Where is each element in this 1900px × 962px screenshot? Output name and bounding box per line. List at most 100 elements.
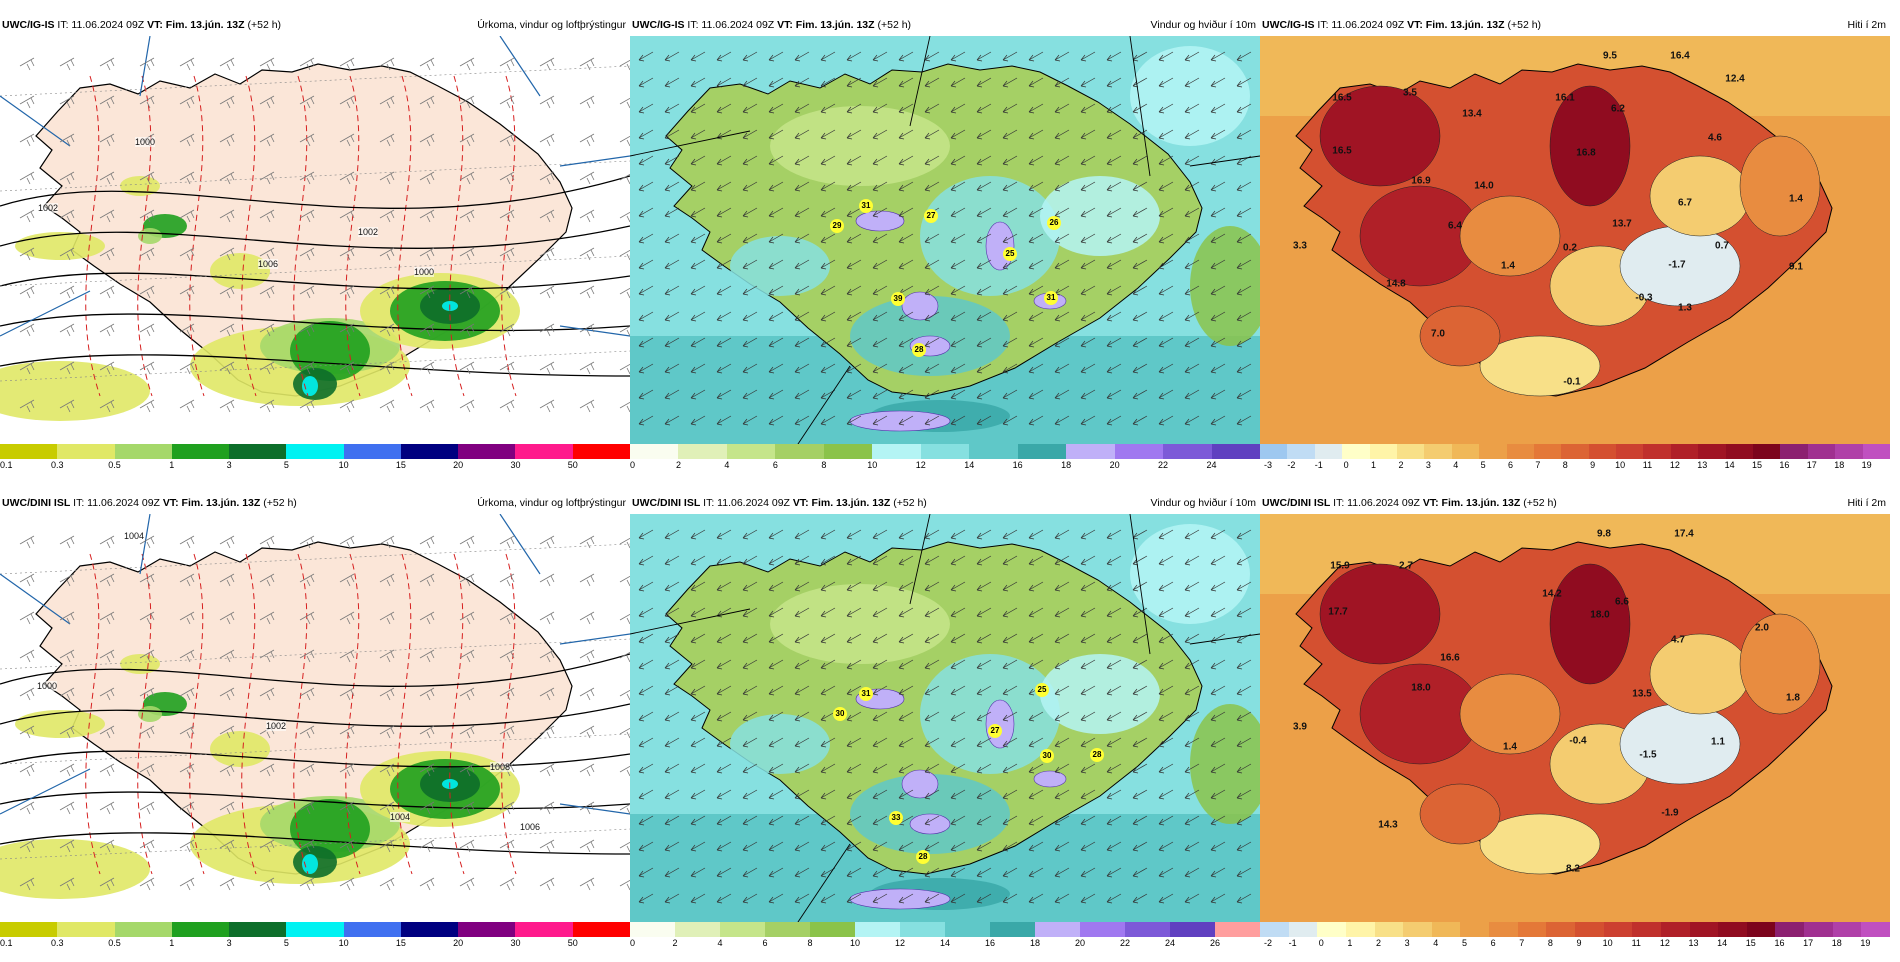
panel-title: Úrkoma, vindur og loftþrýstingur [477, 19, 626, 31]
wind-arrow [638, 607, 654, 618]
wind-arrow [1236, 285, 1252, 296]
wind-arrow [898, 685, 914, 696]
wind-arrow [1132, 233, 1148, 244]
colorbar-tick-label: 0.5 [108, 460, 121, 470]
wind-arrow [950, 867, 966, 878]
wind-barb [259, 877, 275, 891]
wind-arrow [794, 685, 810, 696]
colorbar-tick-label: 0.3 [51, 938, 64, 948]
colorbar-tick-label: 9 [1590, 460, 1596, 470]
wind-map: 31 29 27 26 25 39 28 31 [630, 36, 1260, 444]
wind-arrow [1054, 529, 1070, 540]
wind-arrow [768, 77, 784, 88]
wind-arrow [1028, 389, 1044, 400]
gust-max-label: 28 [912, 343, 926, 357]
colorbar-tick-label: 0.1 [0, 938, 13, 948]
wind-arrow [820, 815, 836, 826]
wind-barb [539, 573, 555, 587]
wind-arrow [1210, 789, 1226, 800]
wind-arrow [1132, 659, 1148, 670]
wind-arrow [716, 763, 732, 774]
gust-area [849, 888, 951, 910]
wind-arrow [1236, 815, 1252, 826]
wind-arrow [820, 893, 836, 904]
wind-barb [139, 877, 155, 891]
wind-barb [219, 95, 235, 109]
wind-arrow [1158, 867, 1174, 878]
colorbar-tick-label: 2 [1398, 460, 1404, 470]
wind-barb [259, 611, 275, 625]
wind-arrow [664, 51, 680, 62]
colorbar-tick-label: 0.3 [51, 460, 64, 470]
lead-time: (+52 h) [874, 19, 912, 31]
wind-barb [299, 573, 315, 587]
wind-arrow [1028, 129, 1044, 140]
wind-arrow [1184, 51, 1200, 62]
wind-barb [139, 285, 155, 299]
colorbar-swatch [286, 444, 345, 459]
colorbar-swatch [990, 922, 1036, 937]
colorbar-swatch [1489, 922, 1519, 937]
wind-arrow [690, 207, 706, 218]
wind-arrow [768, 129, 784, 140]
wind-arrow [1210, 581, 1226, 592]
wind-arrow [1158, 737, 1174, 748]
wind-arrow [768, 363, 784, 374]
wind-arrow [664, 555, 680, 566]
wind-arrow [976, 763, 992, 774]
graticule-line [0, 255, 630, 287]
meridian-line [559, 155, 630, 167]
wind-barb [379, 877, 395, 891]
wind-arrow [768, 659, 784, 670]
wind-barb [259, 285, 275, 299]
temperature-contour [501, 553, 517, 875]
wind-arrow [976, 529, 992, 540]
panel-row2-precip: UWC/DINI ISL IT: 11.06.2024 09Z VT: Fim.… [0, 492, 631, 962]
wind-barb [459, 763, 475, 777]
wind-arrow [716, 685, 732, 696]
wind-arrow [846, 389, 862, 400]
wind-arrow [638, 685, 654, 696]
wind-arrow [664, 181, 680, 192]
wind-arrow [768, 311, 784, 322]
wind-arrow [664, 77, 680, 88]
wind-arrow [846, 311, 862, 322]
colorbar-swatch [1616, 444, 1644, 459]
wind-arrow [924, 129, 940, 140]
panel-row2-wind: UWC/DINI ISL IT: 11.06.2024 09Z VT: Fim.… [630, 492, 1261, 962]
wind-arrow [768, 737, 784, 748]
wind-arrow [1184, 155, 1200, 166]
wind-arrow [1054, 77, 1070, 88]
gust-max-label: 27 [924, 209, 938, 223]
wind-arrow [950, 659, 966, 670]
colorbar-tick-label: 14 [964, 460, 975, 470]
wind-arrow [846, 893, 862, 904]
wind-arrow [1106, 763, 1122, 774]
wind-barb [59, 763, 75, 777]
wind-arrow [1210, 737, 1226, 748]
wind-arrow [794, 633, 810, 644]
temperature-value: -1.5 [1639, 749, 1657, 761]
wind-arrow [1002, 763, 1018, 774]
colorbar-swatch [1561, 444, 1590, 459]
wind-arrow [820, 529, 836, 540]
wind-arrow [794, 155, 810, 166]
temperature-value: 4.6 [1708, 132, 1722, 144]
temperature-contour [397, 553, 413, 875]
wind-barb [19, 133, 35, 147]
valid-time: VT: Fim. 13.jún. 13Z [777, 19, 875, 31]
wind-arrow [820, 129, 836, 140]
wind-arrow [1002, 129, 1018, 140]
wind-arrow [1158, 529, 1174, 540]
wind-arrow [638, 363, 654, 374]
wind-arrow [1080, 659, 1096, 670]
wind-barb [619, 841, 630, 853]
valid-time: VT: Fim. 13.jún. 13Z [1407, 19, 1505, 31]
colorbar-tick-label: 8 [807, 938, 813, 948]
temperature-value: 9.5 [1603, 50, 1617, 62]
wind-arrow [768, 155, 784, 166]
wind-arrow [1054, 51, 1070, 62]
colorbar-swatch [1835, 444, 1864, 459]
wind-arrow [742, 763, 758, 774]
wind-arrow [1158, 181, 1174, 192]
